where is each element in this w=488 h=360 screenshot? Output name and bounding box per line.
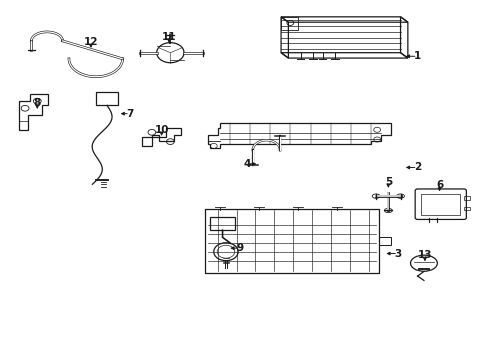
Text: 2: 2 (413, 162, 420, 172)
Text: 11: 11 (162, 32, 176, 41)
Text: 7: 7 (126, 109, 133, 119)
Bar (420, 194, 459, 215)
Bar (96, 92, 118, 105)
Text: 12: 12 (83, 37, 98, 47)
Bar (463, 207, 469, 211)
Text: 6: 6 (435, 180, 442, 190)
Text: 8: 8 (34, 98, 41, 108)
Text: 10: 10 (154, 125, 168, 135)
Bar (205, 209, 378, 273)
Bar (463, 196, 469, 200)
Text: 4: 4 (243, 159, 250, 169)
Text: 13: 13 (417, 250, 431, 260)
Bar (210, 217, 234, 230)
Text: 9: 9 (236, 243, 243, 253)
Text: 1: 1 (413, 51, 420, 61)
Text: 5: 5 (384, 177, 391, 187)
Text: 3: 3 (394, 248, 401, 258)
